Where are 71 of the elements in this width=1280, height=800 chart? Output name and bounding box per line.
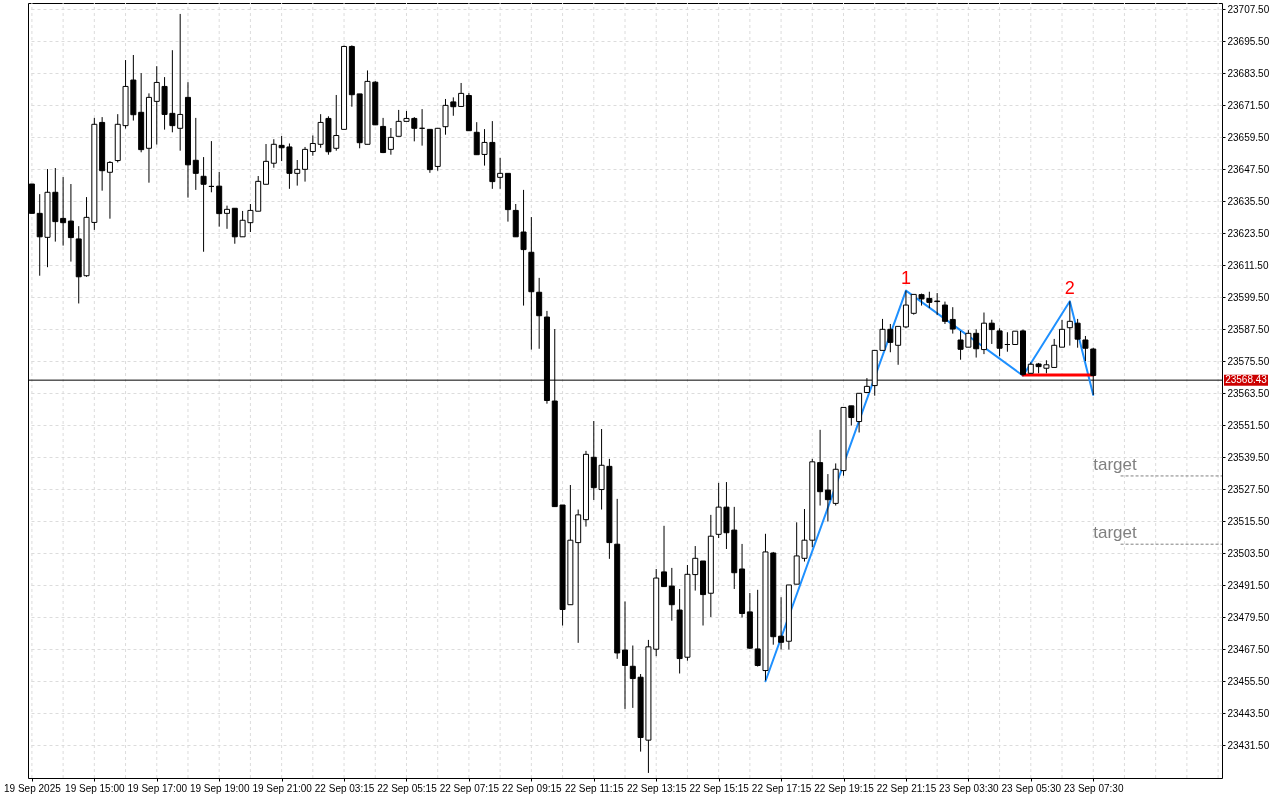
y-tick-label: 23491.50 [1227,579,1270,591]
y-tick-label: 23599.50 [1227,291,1270,303]
y-tick-label: 23575.50 [1227,355,1270,367]
x-tick-label: 22 Sep 07:15 [439,782,500,794]
y-tick-label: 23503.50 [1227,547,1270,559]
ref-line-label: 23568.43 [1225,374,1268,386]
y-tick-label: 23455.50 [1227,675,1270,687]
y-tick-label: 23683.50 [1227,67,1270,79]
y-tick-label: 23527.50 [1227,483,1270,495]
x-tick-label: 22 Sep 19:15 [814,782,875,794]
y-tick-label: 23515.50 [1227,515,1270,527]
candlestick [902,290,909,329]
y-tick-label: 23635.50 [1227,195,1270,207]
candlestick [67,183,74,263]
y-tick-label: 23563.50 [1227,387,1270,399]
ref-line-label: target [1093,523,1137,543]
candlestick [824,473,831,523]
candlestick [988,319,995,345]
candlestick [895,325,902,366]
y-tick-label: 23479.50 [1227,611,1270,623]
y-tick-label: 23539.50 [1227,451,1270,463]
x-tick-label: 22 Sep 15:15 [689,782,750,794]
candlestick [996,327,1003,357]
y-tick-label: 23443.50 [1227,707,1270,719]
y-tick-label: 23647.50 [1227,163,1270,175]
y-tick-label: 23587.50 [1227,323,1270,335]
x-tick-label: 23 Sep 07:30 [1063,782,1124,794]
candlestick [106,160,113,220]
y-tick-label: 23611.50 [1227,259,1269,271]
candlestick [224,205,230,230]
x-tick-label: 22 Sep 09:15 [502,782,563,794]
candlestick [1059,319,1066,348]
x-tick-label: 19 Sep 15:00 [65,782,126,794]
candlestick [263,143,270,185]
candlestick [60,176,67,247]
candlestick [497,157,504,190]
y-tick-label: 23707.50 [1227,3,1270,15]
candlestick [661,525,668,588]
x-tick-label: 22 Sep 13:15 [626,782,687,794]
y-tick-label: 23659.50 [1227,131,1270,143]
y-tick-label: 23467.50 [1227,643,1270,655]
ref-line-label: target [1093,454,1137,474]
candlestick [778,596,785,650]
candlestick [302,146,309,183]
x-tick-label: 19 Sep 2025 [4,782,62,794]
y-tick-label: 23551.50 [1227,419,1270,431]
y-tick-label: 23623.50 [1227,227,1270,239]
annotation: 1 [900,267,911,288]
candlestick [941,301,948,325]
x-tick-label: 22 Sep 17:15 [751,782,812,794]
y-tick-label: 23431.50 [1227,739,1270,751]
candlestick [458,82,465,107]
annotation: 2 [1064,278,1075,299]
x-tick-label: 19 Sep 21:00 [252,782,313,794]
x-tick-label: 22 Sep 21:15 [876,782,937,794]
candlestick [536,277,543,350]
candlestick [622,601,628,710]
x-tick-label: 19 Sep 19:00 [189,782,250,794]
x-tick-label: 22 Sep 05:15 [377,782,438,794]
candlestick [668,567,675,622]
x-tick-label: 23 Sep 05:30 [1001,782,1062,794]
x-tick-label: 22 Sep 11:15 [564,782,625,794]
x-tick-label: 22 Sep 03:15 [314,782,375,794]
candlestick [949,306,956,335]
candlestick [200,156,207,253]
x-tick-label: 23 Sep 03:30 [939,782,1000,794]
candlestick [192,117,199,191]
x-tick-label: 19 Sep 17:00 [127,782,188,794]
y-tick-label: 23671.50 [1227,99,1270,111]
candlestick [387,127,394,156]
y-tick-label: 23695.50 [1227,35,1270,47]
